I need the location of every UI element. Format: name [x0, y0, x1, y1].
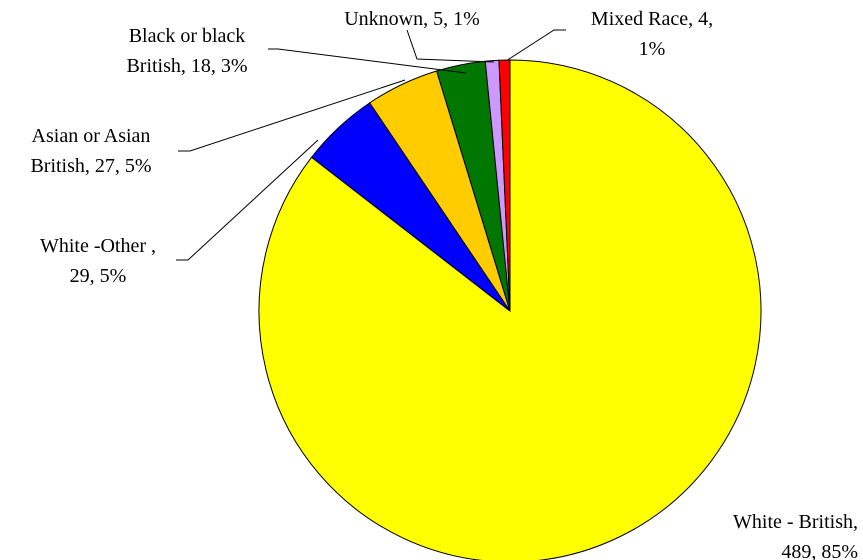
slice-label-white-other: White -Other , 29, 5%	[40, 235, 156, 287]
slice-label-line: White - British,	[733, 511, 858, 533]
slice-label-unknown: Unknown, 5, 1%	[344, 8, 480, 30]
leader-line-asian-or-asian-british	[178, 79, 406, 152]
slice-label-black-or-black-british: Black or black British, 18, 3%	[126, 25, 247, 77]
slice-label-line: 29, 5%	[70, 265, 127, 287]
pie-slice-mixed-race	[498, 59, 511, 312]
slice-label-line: Mixed Race, 4,	[591, 8, 713, 30]
slice-label-mixed-race: Mixed Race, 4, 1%	[591, 8, 713, 60]
slice-label-line: British, 27, 5%	[30, 155, 151, 177]
slice-label-line: Asian or Asian	[32, 125, 151, 147]
label-leader-lines	[176, 29, 566, 261]
slice-label-line: Unknown, 5, 1%	[344, 8, 480, 30]
leader-line-mixed-race	[505, 29, 566, 62]
pie-slices	[258, 59, 762, 560]
slice-label-line: Black or black	[129, 25, 246, 47]
slice-label-line: 489, 85%	[781, 541, 858, 560]
leader-line-black-or-black-british	[268, 48, 467, 74]
slice-label-white-british: White - British, 489, 85%	[733, 511, 858, 560]
leader-line-unknown	[406, 29, 495, 63]
slice-label-line: 1%	[639, 38, 666, 60]
slice-label-line: White -Other ,	[40, 235, 156, 257]
slice-labels: White - British, 489, 85% White -Other , 29…	[30, 8, 858, 560]
leader-line-white-other	[176, 139, 319, 261]
slice-label-line: British, 18, 3%	[126, 55, 247, 77]
slice-label-asian-or-asian-british: Asian or Asian British, 27, 5%	[30, 125, 151, 177]
